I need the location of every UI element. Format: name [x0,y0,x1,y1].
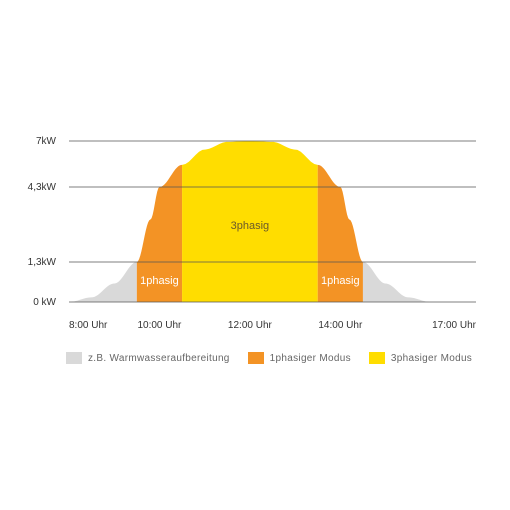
legend-label-1phasig: 1phasiger Modus [269,352,351,364]
region-orange-right [317,164,363,302]
legend: z.B. Warmwasseraufbereitung 1phasiger Mo… [66,352,490,364]
region-label-yellow-center: 3phasig [231,220,270,232]
legend-item-warmwasser: z.B. Warmwasseraufbereitung [66,352,230,364]
region-grey-right [362,262,431,302]
x-tick-label: 8:00 Uhr [69,320,108,331]
legend-swatch-orange [247,352,264,364]
y-tick-label: 4,3kW [28,182,57,193]
x-tick-label: 14:00 Uhr [318,320,363,331]
region-orange-left [136,164,183,302]
legend-swatch-yellow [368,352,385,364]
legend-swatch-grey [66,352,82,364]
region-label-orange-right: 1phasig [321,275,360,287]
y-tick-label: 1,3kW [28,257,57,268]
x-tick-label: 12:00 Uhr [228,320,273,331]
x-axis-labels: 8:00 Uhr 10:00 Uhr 12:00 Uhr 14:00 Uhr 17:00… [69,320,477,331]
x-tick-label: 10:00 Uhr [137,320,182,331]
region-labels: 1phasig 3phasig 1phasig [140,220,359,287]
legend-item-1phasig: 1phasiger Modus [247,352,351,364]
y-tick-label: 0 kW [33,297,56,308]
gridlines [69,140,476,303]
region-label-orange-left: 1phasig [140,275,179,287]
legend-label-3phasig: 3phasiger Modus [390,352,473,364]
region-grey-left [69,262,137,302]
legend-item-3phasig: 3phasiger Modus [368,352,473,364]
x-tick-label: 17:00 Uhr [432,320,477,331]
y-tick-label: 7kW [36,136,57,147]
legend-label-warmwasser: z.B. Warmwasseraufbereitung [88,352,230,364]
y-axis-labels: 7kW 4,3kW 1,3kW 0 kW [28,136,57,308]
